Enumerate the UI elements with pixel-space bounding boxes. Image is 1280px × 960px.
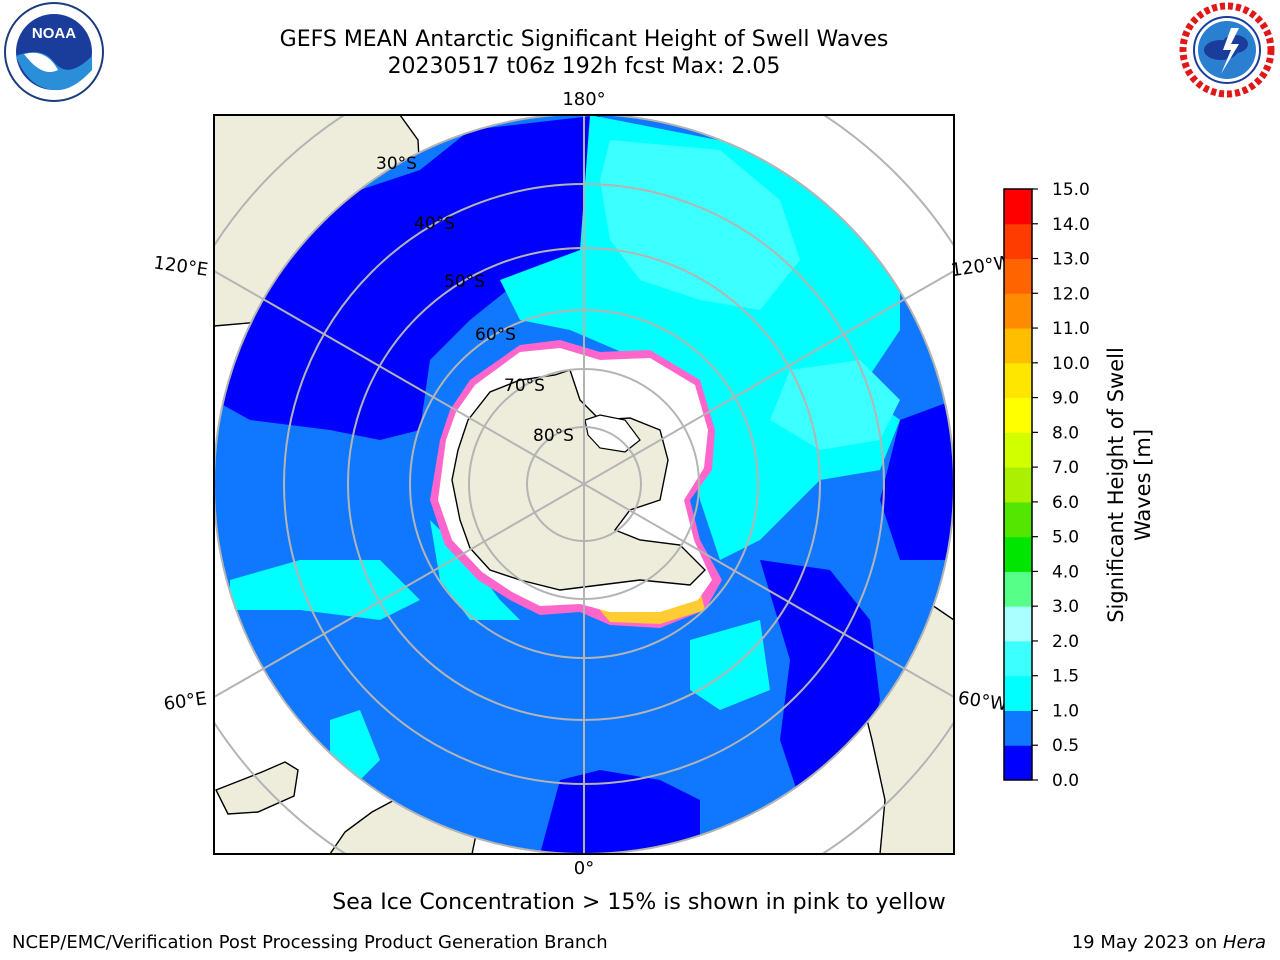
meridian-ext-120w <box>904 270 954 300</box>
lon-label-60e: 60°E <box>162 688 208 715</box>
colorbar-tick-label: 8.0 <box>1052 423 1079 443</box>
colorbar-tick-label: 13.0 <box>1052 250 1090 270</box>
colorbar: 0.0 0.5 1.0 1.5 2.0 3.0 4.0 5.0 6.0 7.0 8.0 9.0 10.0… <box>1003 180 1090 791</box>
colorbar-segment <box>1004 397 1032 433</box>
colorbar-tick-label: 4.0 <box>1052 562 1079 582</box>
colorbar-tick-label: 12.0 <box>1052 284 1090 304</box>
sea-ice-caption: Sea Ice Concentration > 15% is shown in … <box>332 890 946 915</box>
colorbar-tick-label: 14.0 <box>1052 215 1090 235</box>
noaa-logo-text: NOAA <box>32 25 76 42</box>
lat-label-30: 30°S <box>376 154 417 174</box>
colorbar-title-line2: Waves [m] <box>1131 429 1155 541</box>
colorbar-segment <box>1004 675 1032 711</box>
colorbar-tick-label: 0.0 <box>1052 771 1079 791</box>
colorbar-segment <box>1004 223 1032 260</box>
colorbar-segment <box>1004 710 1032 746</box>
lat-label-40: 40°S <box>414 214 455 234</box>
colorbar-segment <box>1004 362 1032 399</box>
high-swell-region-atlantic <box>690 620 770 710</box>
colorbar-tick-label: 7.0 <box>1052 458 1079 478</box>
footer-date-text: 19 May 2023 on <box>1071 932 1223 953</box>
low-swell-region-south <box>540 770 700 854</box>
peak-swell-region-east <box>770 360 900 450</box>
footer-host: Hera <box>1222 932 1266 953</box>
meridian-ext-60w <box>904 668 954 698</box>
colorbar-tick-label: 1.0 <box>1052 701 1079 721</box>
nws-logo <box>1179 2 1275 98</box>
colorbar-tick-label: 11.0 <box>1052 319 1090 339</box>
lon-label-0: 0° <box>574 858 594 879</box>
colorbar-segment <box>1004 606 1032 642</box>
colorbar-tick-label: 0.5 <box>1052 736 1079 756</box>
lat-label-60: 60°S <box>475 325 516 345</box>
colorbar-frame <box>1003 188 1033 781</box>
lat-label-50: 50°S <box>444 272 485 292</box>
colorbar-segment <box>1004 293 1032 329</box>
colorbar-tick-label: 1.5 <box>1052 667 1079 687</box>
colorbar-segment <box>1004 536 1032 572</box>
colorbar-segment <box>1004 258 1032 294</box>
lon-label-180: 180° <box>562 89 605 110</box>
noaa-logo: NOAA <box>4 2 104 102</box>
footer-date: 19 May 2023 on Hera <box>1072 932 1266 953</box>
meridian-ext-60e <box>214 668 264 698</box>
colorbar-segment <box>1004 467 1032 503</box>
meridian-ext-120e <box>214 270 264 300</box>
lat-label-70: 70°S <box>504 376 545 396</box>
map-frame <box>213 114 955 855</box>
colorbar-tick-label: 15.0 <box>1052 180 1090 200</box>
colorbar-tick-label: 9.0 <box>1052 389 1079 409</box>
colorbar-tick-label: 6.0 <box>1052 493 1079 513</box>
high-swell-region-pacific <box>500 115 900 560</box>
graticule <box>214 114 954 854</box>
colorbar-segment <box>1004 745 1032 781</box>
colorbar-segment <box>1004 640 1032 677</box>
colorbar-title-line1: Significant Height of Swell <box>1104 347 1128 623</box>
colorbar-segment <box>1004 571 1032 607</box>
chart-subtitle: 20230517 t06z 192h fcst Max: 2.05 <box>387 54 781 79</box>
colorbar-segment <box>1004 328 1032 364</box>
colorbar-tick-label: 3.0 <box>1052 597 1079 617</box>
colorbar-tick-label: 5.0 <box>1052 528 1079 548</box>
colorbar-tick-label: 2.0 <box>1052 632 1079 652</box>
colorbar-segment <box>1004 501 1032 538</box>
meridian-60e-120w <box>262 298 906 670</box>
footer-producer: NCEP/EMC/Verification Post Processing Pr… <box>12 932 608 953</box>
low-swell-region-northeast <box>880 400 954 560</box>
lon-label-120e: 120°E <box>152 252 209 280</box>
chart-title: GEFS MEAN Antarctic Significant Height o… <box>279 27 889 52</box>
peak-swell-region-pacific <box>600 140 800 310</box>
lon-label-60w: 60°W <box>957 688 1009 716</box>
colorbar-segment <box>1004 189 1032 225</box>
lat-label-80: 80°S <box>533 426 574 446</box>
colorbar-segment <box>1004 432 1032 468</box>
high-swell-region-southwest <box>330 710 380 780</box>
colorbar-tick-label: 10.0 <box>1052 354 1090 374</box>
